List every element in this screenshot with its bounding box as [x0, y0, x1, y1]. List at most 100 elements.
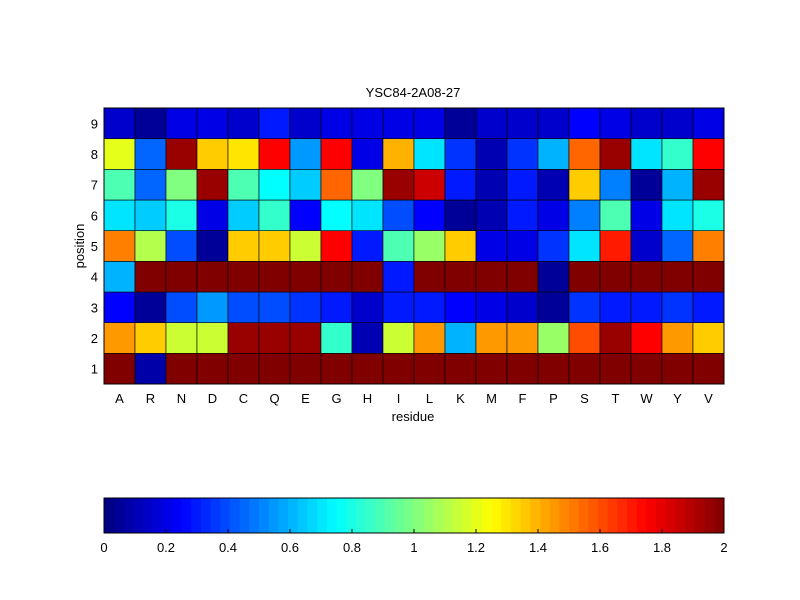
colorbar-step	[123, 498, 134, 533]
heatmap-cell-E-5	[289, 230, 322, 262]
heatmap-cell-I-6	[382, 199, 415, 231]
heatmap-cell-K-2	[444, 322, 477, 354]
colorbar-step	[433, 498, 444, 533]
heatmap-cell-I-4	[382, 261, 415, 293]
colorbar-step	[278, 498, 289, 533]
heatmap-cell-W-1	[630, 353, 663, 385]
heatmap-cell-D-4	[196, 261, 229, 293]
heatmap-cell-Q-7	[258, 169, 291, 201]
heatmap-cell-C-2	[227, 322, 260, 354]
heatmap-cell-L-3	[413, 291, 446, 323]
x-tick-label-R: R	[146, 391, 155, 406]
heatmap-cell-P-2	[537, 322, 570, 354]
colorbar-step	[104, 498, 115, 533]
heatmap-cell-V-4	[692, 261, 725, 293]
heatmap-cell-S-5	[568, 230, 601, 262]
heatmap-cell-Y-3	[661, 291, 694, 323]
heatmap-cell-Q-2	[258, 322, 291, 354]
heatmap-cell-V-7	[692, 169, 725, 201]
heatmap-cell-K-1	[444, 353, 477, 385]
colorbar-step	[636, 498, 647, 533]
heatmap-cell-H-5	[351, 230, 384, 262]
heatmap-cell-T-7	[599, 169, 632, 201]
heatmap-cell-W-7	[630, 169, 663, 201]
x-tick-label-Q: Q	[269, 391, 279, 406]
heatmap-cell-F-6	[506, 199, 539, 231]
heatmap-cell-F-5	[506, 230, 539, 262]
heatmap-cell-M-2	[475, 322, 508, 354]
heatmap-cell-C-5	[227, 230, 260, 262]
heatmap-cell-Y-4	[661, 261, 694, 293]
heatmap-cell-L-8	[413, 138, 446, 170]
heatmap-cell-K-9	[444, 107, 477, 139]
plot-frame	[103, 107, 725, 385]
colorbar-step	[481, 498, 492, 533]
colorbar-step	[152, 498, 163, 533]
colorbar-step	[617, 498, 628, 533]
y-tick-label-9: 9	[91, 116, 98, 131]
colorbar-step	[578, 498, 589, 533]
colorbar-step	[452, 498, 463, 533]
heatmap-cell-N-1	[165, 353, 198, 385]
heatmap-cell-R-2	[134, 322, 167, 354]
heatmap-cell-F-9	[506, 107, 539, 139]
heatmap-cell-Q-9	[258, 107, 291, 139]
colorbar-step	[675, 498, 686, 533]
colorbar-step	[569, 498, 580, 533]
colorbar-step	[423, 498, 434, 533]
colorbar-step	[384, 498, 396, 533]
heatmap-cell-C-4	[227, 261, 260, 293]
heatmap-cell-H-8	[351, 138, 384, 170]
heatmap-cell-M-9	[475, 107, 508, 139]
heatmap-cell-D-3	[196, 291, 229, 323]
heatmap-cell-W-6	[630, 199, 663, 231]
heatmap-cell-E-8	[289, 138, 322, 170]
heatmap-cell-V-2	[692, 322, 725, 354]
heatmap-cell-I-5	[382, 230, 415, 262]
colorbar-step	[336, 498, 347, 533]
heatmap-cell-D-1	[196, 353, 229, 385]
heatmap-cell-S-3	[568, 291, 601, 323]
heatmap-cell-N-6	[165, 199, 198, 231]
heatmap-cell-T-5	[599, 230, 632, 262]
heatmap-cell-E-2	[289, 322, 322, 354]
heatmap-cell-A-9	[103, 107, 136, 139]
heatmap-cell-E-7	[289, 169, 322, 201]
heatmap-cell-E-3	[289, 291, 322, 323]
x-tick-label-F: F	[519, 391, 527, 406]
colorbar-step	[510, 498, 521, 533]
colorbar-step	[113, 498, 124, 533]
heatmap-cell-N-7	[165, 169, 198, 201]
heatmap-cell-K-7	[444, 169, 477, 201]
colorbar-step	[142, 498, 153, 533]
heatmap-cell-I-7	[382, 169, 415, 201]
heatmap-cell-W-2	[630, 322, 663, 354]
heatmap-cell-A-8	[103, 138, 136, 170]
colorbar-tick-label-2: 2	[720, 540, 727, 555]
y-tick-label-3: 3	[91, 300, 98, 315]
colorbar-step	[588, 498, 599, 533]
heatmap-cell-G-4	[320, 261, 353, 293]
heatmap-cell-F-7	[506, 169, 539, 201]
heatmap-cell-Y-7	[661, 169, 694, 201]
colorbar-step	[326, 498, 337, 533]
colorbar-step	[268, 498, 279, 533]
y-tick-label-6: 6	[91, 208, 98, 223]
colorbar-step	[171, 498, 182, 533]
colorbar-step	[191, 498, 202, 533]
colorbar-step	[259, 498, 270, 533]
y-tick-label-5: 5	[91, 239, 98, 254]
heatmap-cell-F-8	[506, 138, 539, 170]
x-tick-label-L: L	[426, 391, 433, 406]
heatmap-cell-A-5	[103, 230, 136, 262]
colorbar-step	[229, 498, 241, 533]
x-tick-label-A: A	[115, 391, 124, 406]
heatmap-cell-N-3	[165, 291, 198, 323]
heatmap-cell-Y-6	[661, 199, 694, 231]
heatmap-cell-V-8	[692, 138, 725, 170]
heatmap-cell-A-1	[103, 353, 136, 385]
heatmap-cell-G-8	[320, 138, 353, 170]
colorbar-step	[288, 498, 299, 533]
heatmap-cell-Q-5	[258, 230, 291, 262]
